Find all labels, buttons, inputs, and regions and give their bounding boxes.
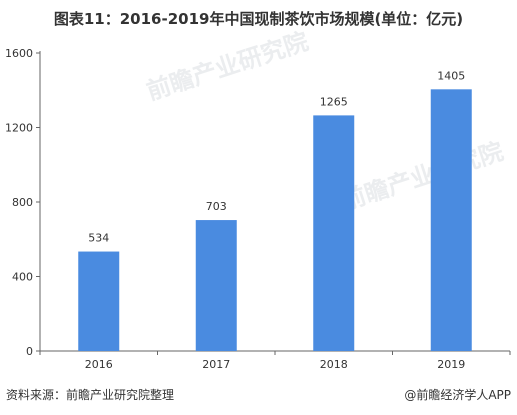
x-tick-label: 2019 [437,358,465,371]
labels-group: 534 2016 703 2017 1265 2018 1405 2019 [85,69,466,371]
source-note: 资料来源：前瞻产业研究院整理 [6,388,175,402]
x-tick-label: 2017 [202,358,230,371]
watermark-text: 前瞻产业研究院 [143,27,311,106]
data-label: 1405 [437,69,465,82]
bar [195,220,237,351]
chart-title: 图表11：2016-2019年中国现制茶饮市场规模(单位：亿元) [53,10,464,28]
data-label: 1265 [320,95,348,108]
watermark-text: 前瞻产业研究院 [338,137,506,216]
bar [430,89,472,351]
bar [78,251,120,351]
x-tick-label: 2016 [85,358,113,371]
x-tick-label: 2018 [320,358,348,371]
y-tick-label: 1600 [5,47,33,60]
y-tick-label: 800 [12,196,33,209]
bars-group [78,89,472,351]
y-tick-label: 400 [12,271,33,284]
y-tick-label: 0 [26,345,33,358]
bar [313,115,355,351]
y-tick-label: 1200 [5,122,33,135]
brand-note: @前瞻经济学人APP [404,388,511,402]
data-label: 534 [88,232,109,245]
data-label: 703 [206,200,227,213]
